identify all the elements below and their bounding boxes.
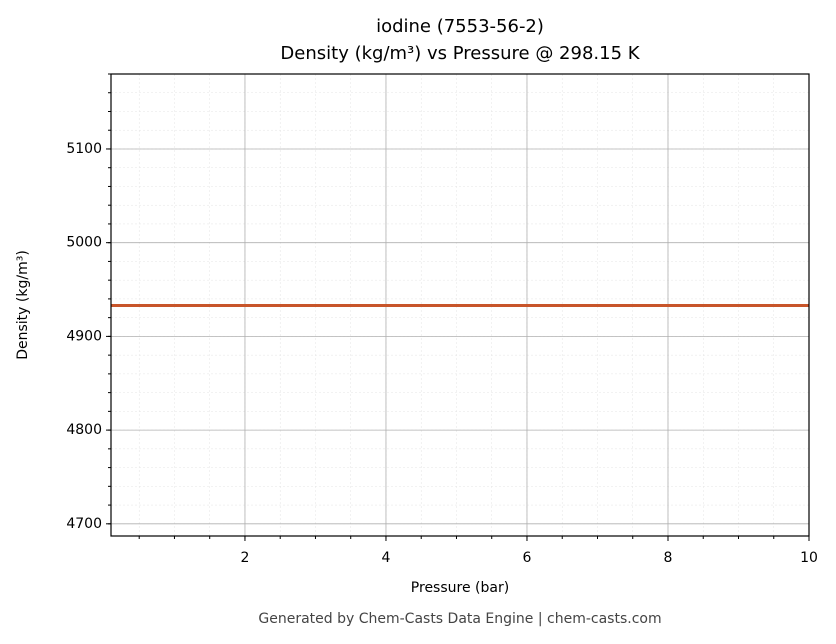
y-tick-label: 4700 (66, 516, 102, 532)
plot-frame (110, 73, 810, 537)
footer: Generated by Chem-Casts Data Engine | ch… (258, 611, 661, 627)
y-tick-label: 5000 (66, 235, 102, 251)
x-tick-label: 4 (382, 550, 391, 566)
x-tick-label: 6 (523, 550, 532, 566)
x-tick-label: 2 (240, 550, 249, 566)
chart-title: iodine (7553-56-2) (376, 16, 544, 37)
y-tick-label: 4900 (66, 328, 102, 344)
x-axis-label: Pressure (bar) (411, 580, 509, 596)
y-tick-label: 5100 (66, 141, 102, 157)
y-tick-label: 4800 (66, 422, 102, 438)
y-axis-label: Density (kg/m³) (15, 250, 31, 360)
chart-subtitle: Density (kg/m³) vs Pressure @ 298.15 K (280, 43, 640, 64)
x-tick-label: 10 (800, 550, 818, 566)
x-tick-label: 8 (664, 550, 673, 566)
